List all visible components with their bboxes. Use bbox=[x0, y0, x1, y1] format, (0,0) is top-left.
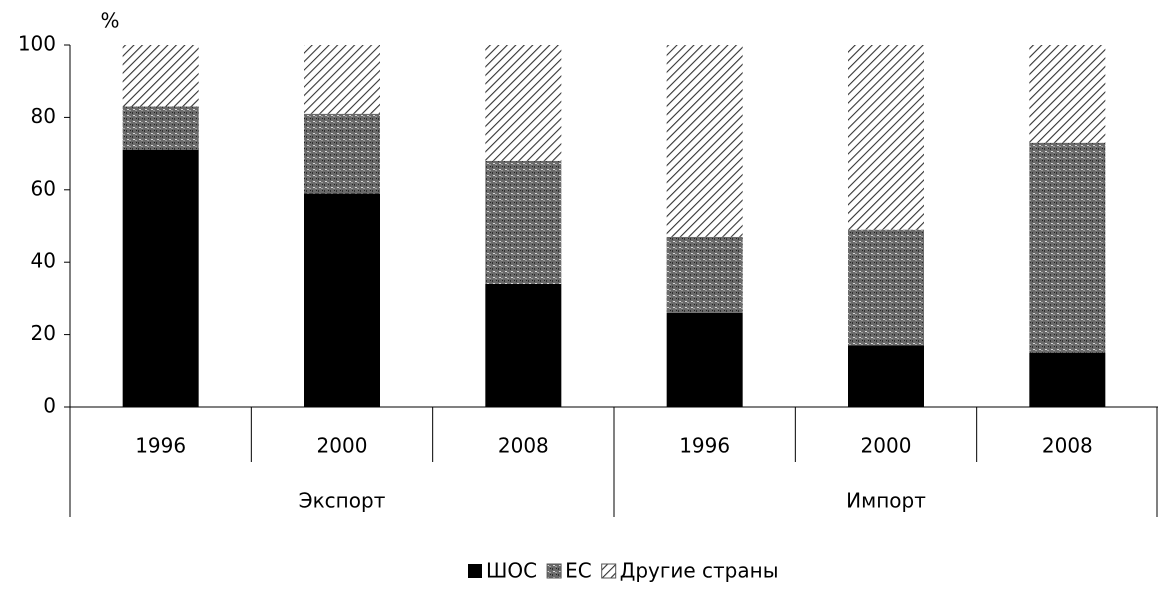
y-tick-label: 0 bbox=[43, 394, 56, 418]
x-tick-label: 2000 bbox=[317, 434, 368, 458]
bar-segment bbox=[304, 193, 380, 407]
bar-segment bbox=[304, 45, 380, 114]
y-tick-label: 100 bbox=[18, 32, 56, 56]
bar-segment bbox=[122, 106, 199, 150]
legend-label: ШОС bbox=[486, 559, 537, 583]
x-tick-label: 2000 bbox=[861, 434, 912, 458]
y-tick-label: 20 bbox=[31, 321, 56, 345]
y-tick-label: 40 bbox=[31, 249, 56, 273]
y-tick-label: 80 bbox=[31, 104, 56, 128]
bar-segment bbox=[848, 345, 924, 407]
bar-segment bbox=[666, 236, 743, 313]
bar-segment bbox=[1029, 352, 1106, 407]
bar-segment bbox=[1029, 142, 1106, 353]
legend-label: ЕС bbox=[565, 559, 592, 583]
bar-segment bbox=[485, 45, 562, 161]
group-label: Импорт bbox=[846, 489, 926, 513]
y-axis-label: % bbox=[100, 9, 119, 33]
bar-segment bbox=[485, 283, 562, 407]
bar-segment bbox=[122, 149, 199, 408]
legend-swatch bbox=[468, 564, 482, 578]
x-tick-label: 2008 bbox=[498, 434, 549, 458]
y-tick-label: 60 bbox=[31, 176, 56, 200]
legend-swatch bbox=[601, 563, 617, 579]
bar-segment bbox=[122, 45, 199, 107]
bar-segment bbox=[848, 229, 924, 346]
bar-segment bbox=[485, 160, 562, 284]
bar-segment bbox=[666, 45, 743, 237]
legend-swatch bbox=[546, 563, 562, 579]
bar-segment bbox=[666, 312, 743, 407]
bar-segment bbox=[304, 113, 380, 194]
group-label: Экспорт bbox=[299, 489, 386, 513]
bar-segment bbox=[848, 45, 924, 230]
x-tick-label: 1996 bbox=[135, 434, 186, 458]
bar-segment bbox=[1029, 45, 1106, 143]
legend-label: Другие страны bbox=[620, 559, 779, 583]
x-tick-label: 2008 bbox=[1042, 434, 1093, 458]
x-tick-label: 1996 bbox=[679, 434, 730, 458]
